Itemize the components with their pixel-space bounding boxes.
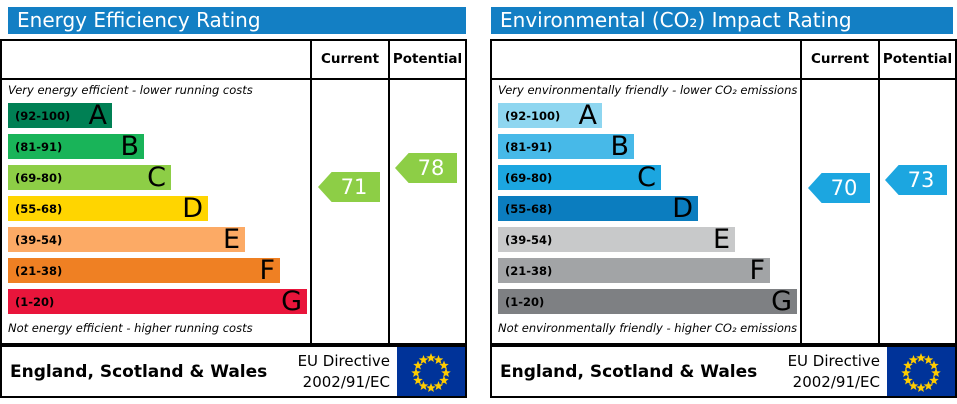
column-divider bbox=[310, 41, 312, 343]
band-letter: C bbox=[147, 162, 166, 193]
current-rating-value: 70 bbox=[830, 176, 858, 200]
eu-directive-line1: EU Directive bbox=[787, 352, 880, 371]
top-note: Very environmentally friendly - lower CO… bbox=[498, 83, 798, 97]
potential-column-header: Potential bbox=[392, 51, 463, 67]
band-letter: E bbox=[712, 224, 730, 255]
band-d: (55-68) D bbox=[498, 193, 698, 224]
column-divider bbox=[388, 41, 390, 343]
potential-rating-arrow: 73 bbox=[885, 165, 947, 195]
current-rating-arrow: 70 bbox=[808, 173, 870, 203]
environmental-footer: England, Scotland & Wales EU Directive 2… bbox=[490, 345, 957, 398]
band-letter: C bbox=[637, 162, 656, 193]
band-letter: F bbox=[259, 255, 275, 286]
band-letter: G bbox=[771, 286, 792, 317]
band-range: (21-38) bbox=[15, 263, 63, 278]
potential-rating-arrow: 78 bbox=[395, 153, 457, 183]
band-e: (39-54) E bbox=[498, 224, 735, 255]
band-range: (81-91) bbox=[15, 139, 63, 154]
band-c: (69-80) C bbox=[498, 162, 661, 193]
band-range: (92-100) bbox=[15, 108, 71, 123]
band-range: (81-91) bbox=[505, 139, 553, 154]
band-c: (69-80) C bbox=[8, 162, 171, 193]
current-rating-arrow: 71 bbox=[318, 172, 380, 202]
band-letter: D bbox=[182, 193, 203, 224]
band-letter: B bbox=[120, 131, 139, 162]
top-note: Very energy efficient - lower running co… bbox=[8, 83, 253, 97]
column-divider bbox=[878, 41, 880, 343]
environmental-panel-title: Environmental (CO₂) Impact Rating bbox=[491, 7, 953, 34]
current-rating-value: 71 bbox=[340, 175, 368, 199]
band-range: (92-100) bbox=[505, 108, 561, 123]
band-e: (39-54) E bbox=[8, 224, 245, 255]
band-letter: D bbox=[672, 193, 693, 224]
current-column-header: Current bbox=[810, 51, 870, 67]
eu-directive-line2: 2002/91/EC bbox=[302, 372, 390, 391]
band-letter: A bbox=[88, 100, 107, 131]
bottom-note: Not energy efficient - higher running co… bbox=[8, 321, 253, 335]
band-range: (39-54) bbox=[505, 232, 553, 247]
band-a: (92-100) A bbox=[498, 100, 602, 131]
environmental-impact-panel: Environmental (CO₂) Impact Rating Curren… bbox=[490, 0, 957, 404]
energy-rating-table: Current Potential Very energy efficient … bbox=[0, 39, 467, 345]
eu-directive-label: EU Directive 2002/91/EC bbox=[298, 351, 390, 392]
region-label: England, Scotland & Wales bbox=[10, 361, 268, 382]
band-range: (39-54) bbox=[15, 232, 63, 247]
column-divider bbox=[800, 41, 802, 343]
eu-directive-label: EU Directive 2002/91/EC bbox=[788, 351, 880, 392]
eu-flag-icon bbox=[397, 347, 465, 396]
environmental-rating-table: Current Potential Very environmentally f… bbox=[490, 39, 957, 345]
band-b: (81-91) B bbox=[498, 131, 634, 162]
energy-efficiency-panel: Energy Efficiency Rating Current Potenti… bbox=[0, 0, 467, 404]
band-letter: E bbox=[222, 224, 240, 255]
header-divider bbox=[492, 78, 955, 80]
current-column-header: Current bbox=[320, 51, 380, 67]
band-letter: A bbox=[578, 100, 597, 131]
band-range: (69-80) bbox=[505, 170, 553, 185]
band-f: (21-38) F bbox=[8, 255, 280, 286]
band-letter: G bbox=[281, 286, 302, 317]
bottom-note: Not environmentally friendly - higher CO… bbox=[498, 321, 798, 335]
band-d: (55-68) D bbox=[8, 193, 208, 224]
band-range: (21-38) bbox=[505, 263, 553, 278]
eu-directive-line2: 2002/91/EC bbox=[792, 372, 880, 391]
band-range: (69-80) bbox=[15, 170, 63, 185]
eu-flag-icon bbox=[887, 347, 955, 396]
band-range: (55-68) bbox=[505, 201, 553, 216]
energy-panel-title: Energy Efficiency Rating bbox=[8, 7, 466, 34]
band-g: (1-20) G bbox=[8, 286, 307, 317]
eu-directive-line1: EU Directive bbox=[297, 352, 390, 371]
band-b: (81-91) B bbox=[8, 131, 144, 162]
header-divider bbox=[2, 78, 465, 80]
energy-footer: England, Scotland & Wales EU Directive 2… bbox=[0, 345, 467, 398]
band-f: (21-38) F bbox=[498, 255, 770, 286]
potential-rating-value: 73 bbox=[907, 168, 935, 192]
band-range: (1-20) bbox=[15, 294, 55, 309]
band-letter: B bbox=[610, 131, 629, 162]
band-letter: F bbox=[749, 255, 765, 286]
potential-rating-value: 78 bbox=[417, 156, 445, 180]
region-label: England, Scotland & Wales bbox=[500, 361, 758, 382]
band-a: (92-100) A bbox=[8, 100, 112, 131]
band-range: (1-20) bbox=[505, 294, 545, 309]
potential-column-header: Potential bbox=[882, 51, 953, 67]
band-range: (55-68) bbox=[15, 201, 63, 216]
band-g: (1-20) G bbox=[498, 286, 797, 317]
